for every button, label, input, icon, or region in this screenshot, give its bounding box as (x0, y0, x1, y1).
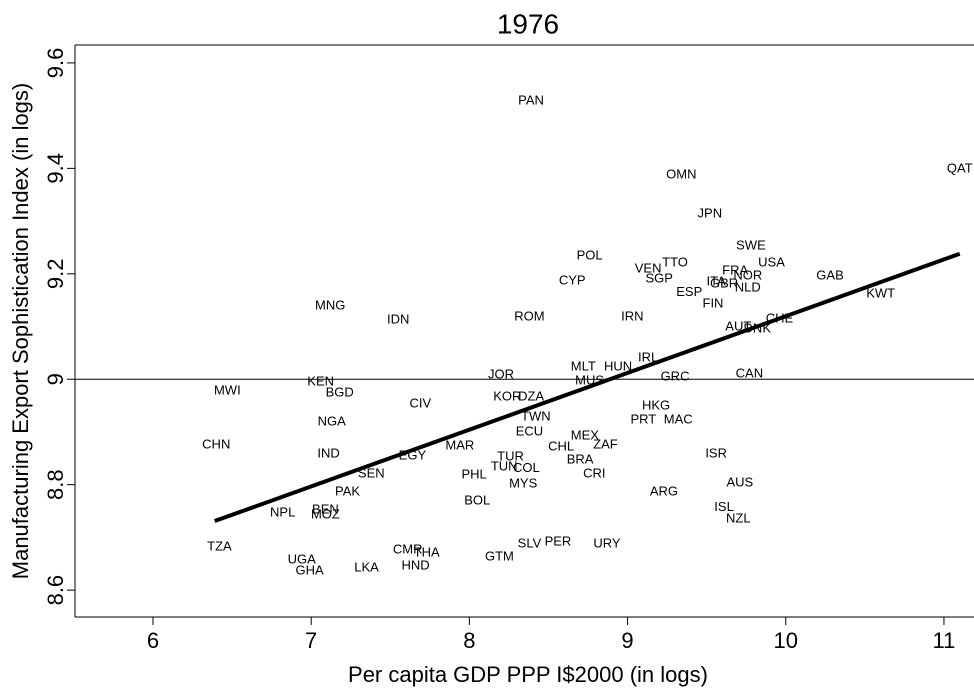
point-label: ISL (714, 499, 734, 514)
x-tick-label: 9 (621, 628, 633, 653)
point-label: MAR (445, 438, 474, 453)
point-label: MAC (664, 411, 693, 426)
point-label: AUS (727, 475, 754, 490)
point-label: SWE (736, 237, 766, 252)
point-label: HND (401, 557, 429, 572)
point-label: GBR (710, 275, 738, 290)
point-label: IRL (638, 350, 658, 365)
point-label: KWT (866, 285, 895, 300)
y-tick-label: 9.6 (43, 48, 68, 79)
y-tick-label: 8.6 (43, 575, 68, 606)
x-tick-label: 6 (147, 628, 159, 653)
point-label: NZL (726, 510, 751, 525)
point-label: QAT (947, 160, 973, 175)
point-label: SLV (518, 536, 542, 551)
point-label: IDN (387, 312, 409, 327)
point-label: TTO (662, 255, 688, 270)
point-label: PER (545, 534, 572, 549)
point-label: THA (414, 545, 440, 560)
point-label: BGD (326, 384, 354, 399)
point-label: CYP (559, 273, 586, 288)
point-label: ZAF (593, 437, 618, 452)
point-label: ECU (516, 423, 543, 438)
y-tick-label: 9.4 (43, 153, 68, 184)
point-label: MEX (571, 428, 600, 443)
point-label: SGP (645, 271, 672, 286)
point-label: OMN (666, 167, 696, 182)
point-label: CMR (393, 541, 423, 556)
point-label: TWN (521, 409, 551, 424)
point-label: PHL (461, 467, 486, 482)
point-label: TUR (497, 449, 524, 464)
point-label: CAN (736, 365, 763, 380)
point-label: PRT (630, 411, 656, 426)
point-label: GHA (296, 563, 325, 578)
point-label: COL (513, 460, 540, 475)
point-label: CHL (548, 439, 574, 454)
point-label: ROM (514, 308, 544, 323)
x-axis-title: Per capita GDP PPP I$2000 (in logs) (348, 662, 708, 687)
point-label: PAN (518, 92, 544, 107)
point-label: USA (758, 255, 785, 270)
point-label: BOL (464, 492, 490, 507)
point-label: MYS (509, 476, 538, 491)
point-label: HKG (642, 398, 670, 413)
point-label: NPL (270, 505, 295, 520)
point-label: MWI (214, 382, 241, 397)
point-label: CRI (583, 466, 605, 481)
point-label: CHN (202, 437, 230, 452)
point-label: POL (577, 247, 603, 262)
x-tick-label: 7 (305, 628, 317, 653)
chart-title: 1976 (497, 8, 559, 39)
y-tick-label: 9.2 (43, 259, 68, 290)
point-label: ITA (707, 274, 727, 289)
point-label: TZA (207, 538, 232, 553)
point-label: LKA (354, 559, 379, 574)
point-label: BRA (567, 451, 594, 466)
point-label: MNG (315, 297, 345, 312)
point-label: NLD (735, 279, 761, 294)
x-tick-label: 10 (774, 628, 798, 653)
point-label: HUN (604, 359, 632, 374)
point-label: MOZ (311, 507, 340, 522)
point-label: GTM (485, 548, 514, 563)
point-label: GAB (816, 267, 843, 282)
y-tick-label: 9 (43, 373, 68, 385)
point-label: ARG (650, 483, 678, 498)
point-label: CIV (409, 395, 431, 410)
point-label: FRA (722, 263, 748, 278)
point-label: ISR (705, 446, 727, 461)
point-label: PAK (335, 483, 360, 498)
point-label: TUN (491, 459, 518, 474)
y-tick-label: 8.8 (43, 469, 68, 500)
point-label: JPN (698, 206, 723, 221)
x-tick-label: 8 (463, 628, 475, 653)
point-label: NOR (733, 267, 762, 282)
point-label: VEN (635, 260, 662, 275)
point-label: ESP (676, 284, 702, 299)
point-label: KEN (307, 373, 334, 388)
point-label: URY (593, 536, 621, 551)
fit-line (214, 251, 961, 523)
point-label: FIN (703, 295, 724, 310)
point-label: IND (317, 446, 339, 461)
point-label: BEN (312, 501, 339, 516)
point-label: NGA (318, 413, 347, 428)
point-label: IRN (621, 308, 643, 323)
point-label: MLT (571, 359, 596, 374)
point-label: JOR (488, 366, 514, 381)
point-label: GRC (661, 369, 690, 384)
point-label: UGA (288, 552, 317, 567)
y-axis-title: Manufacturing Export Sophistication Inde… (8, 83, 33, 579)
x-tick-label: 11 (933, 628, 956, 653)
point-label: KOR (493, 389, 521, 404)
point-label: DZA (518, 389, 544, 404)
